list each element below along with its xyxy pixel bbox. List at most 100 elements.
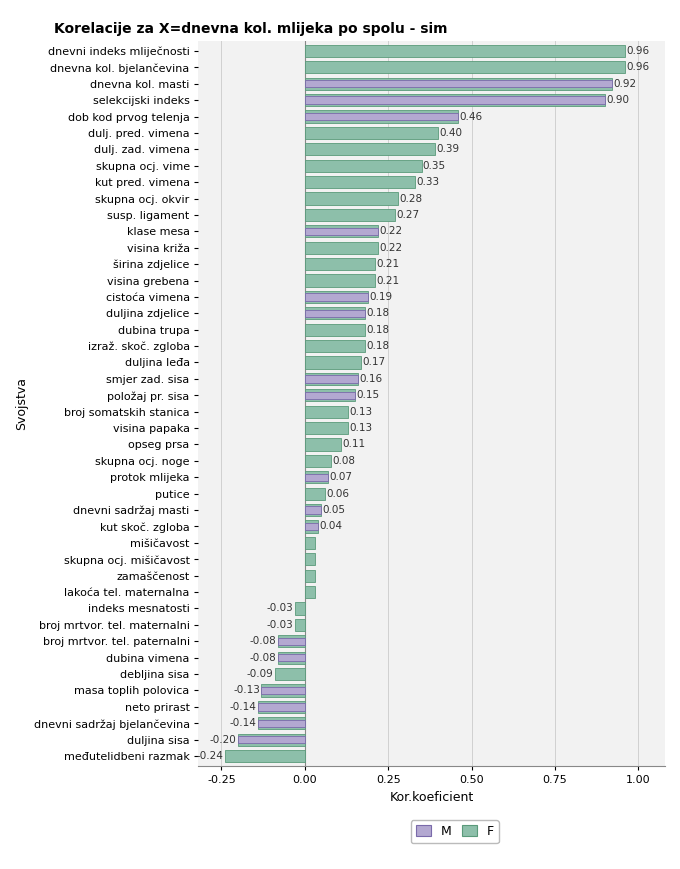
Text: 0.08: 0.08 <box>333 456 356 466</box>
Text: 0.05: 0.05 <box>323 505 345 515</box>
Bar <box>305 307 364 320</box>
Text: 0.15: 0.15 <box>356 390 379 401</box>
Text: 0.92: 0.92 <box>613 79 636 89</box>
Text: 0.21: 0.21 <box>376 259 399 269</box>
Text: 0.33: 0.33 <box>416 177 439 187</box>
Bar <box>305 110 458 123</box>
Bar <box>238 733 305 746</box>
Bar <box>305 77 611 90</box>
Bar <box>305 113 458 120</box>
Bar <box>305 94 605 106</box>
Bar <box>275 668 305 680</box>
Text: -0.09: -0.09 <box>247 669 273 679</box>
Bar <box>278 654 305 661</box>
Bar <box>224 750 305 762</box>
Bar <box>305 521 318 533</box>
Bar <box>305 258 375 270</box>
Text: 0.06: 0.06 <box>326 488 349 499</box>
Bar <box>305 291 368 303</box>
Bar <box>294 619 305 631</box>
Text: 0.13: 0.13 <box>350 423 373 433</box>
Text: 0.13: 0.13 <box>350 407 373 417</box>
Bar <box>258 703 305 711</box>
Text: -0.20: -0.20 <box>210 734 237 745</box>
Bar <box>305 422 348 434</box>
Text: 0.96: 0.96 <box>626 63 649 72</box>
Bar <box>305 143 435 156</box>
Bar <box>305 127 438 139</box>
Bar <box>305 507 322 514</box>
Bar <box>305 586 315 598</box>
Bar <box>278 638 305 645</box>
Text: -0.24: -0.24 <box>197 751 223 761</box>
Bar <box>305 96 605 103</box>
Bar <box>278 635 305 647</box>
Bar <box>305 375 358 382</box>
Text: -0.03: -0.03 <box>267 603 293 614</box>
Y-axis label: Svojstva: Svojstva <box>15 377 28 430</box>
Text: 0.27: 0.27 <box>396 210 420 220</box>
Bar <box>238 736 305 743</box>
Text: 0.39: 0.39 <box>436 144 459 155</box>
Text: 0.11: 0.11 <box>343 440 366 449</box>
Text: 0.04: 0.04 <box>320 521 343 532</box>
Bar <box>305 569 315 582</box>
Bar <box>305 176 415 189</box>
Bar <box>305 209 395 221</box>
Bar <box>305 389 355 401</box>
Bar <box>305 373 358 385</box>
Text: 0.35: 0.35 <box>423 161 446 170</box>
Text: -0.03: -0.03 <box>267 620 293 630</box>
Bar <box>305 488 325 500</box>
Bar <box>305 474 328 481</box>
Text: 0.22: 0.22 <box>379 226 403 236</box>
Bar <box>294 602 305 614</box>
Text: -0.14: -0.14 <box>230 719 257 728</box>
Text: 0.22: 0.22 <box>379 242 403 253</box>
Bar <box>305 45 625 57</box>
Bar <box>305 356 362 368</box>
Bar <box>305 80 611 88</box>
Text: 0.07: 0.07 <box>329 472 352 482</box>
Text: 0.18: 0.18 <box>366 342 389 351</box>
Bar <box>278 652 305 664</box>
Text: -0.08: -0.08 <box>250 636 277 647</box>
Bar <box>258 720 305 727</box>
Bar <box>305 275 375 287</box>
Bar <box>305 471 328 483</box>
Bar <box>305 242 378 254</box>
Bar <box>261 684 305 697</box>
Bar <box>305 225 378 237</box>
Bar <box>305 293 368 301</box>
Bar <box>261 687 305 694</box>
Text: 0.18: 0.18 <box>366 308 389 318</box>
Bar <box>305 438 341 451</box>
Bar <box>305 340 364 352</box>
Text: 0.28: 0.28 <box>399 194 422 203</box>
Bar <box>305 392 355 399</box>
Bar <box>305 454 331 467</box>
Text: 0.19: 0.19 <box>369 292 392 302</box>
Bar <box>305 323 364 335</box>
Legend: M, F: M, F <box>411 820 499 843</box>
Bar <box>258 700 305 713</box>
Text: 0.46: 0.46 <box>460 111 483 122</box>
Text: -0.14: -0.14 <box>230 702 257 712</box>
Text: 0.18: 0.18 <box>366 325 389 335</box>
Bar <box>305 406 348 418</box>
Bar <box>305 309 364 317</box>
Bar <box>305 537 315 549</box>
Bar <box>305 504 322 516</box>
Text: 0.17: 0.17 <box>363 357 386 368</box>
Text: -0.13: -0.13 <box>233 686 260 695</box>
Text: 0.21: 0.21 <box>376 275 399 286</box>
Bar <box>305 228 378 235</box>
Bar <box>305 554 315 566</box>
Text: 0.90: 0.90 <box>607 95 629 105</box>
Text: 0.16: 0.16 <box>360 374 383 384</box>
Bar <box>305 61 625 74</box>
Text: 0.40: 0.40 <box>439 128 462 138</box>
Bar <box>305 192 398 205</box>
Bar <box>305 160 422 172</box>
Text: -0.08: -0.08 <box>250 653 277 663</box>
